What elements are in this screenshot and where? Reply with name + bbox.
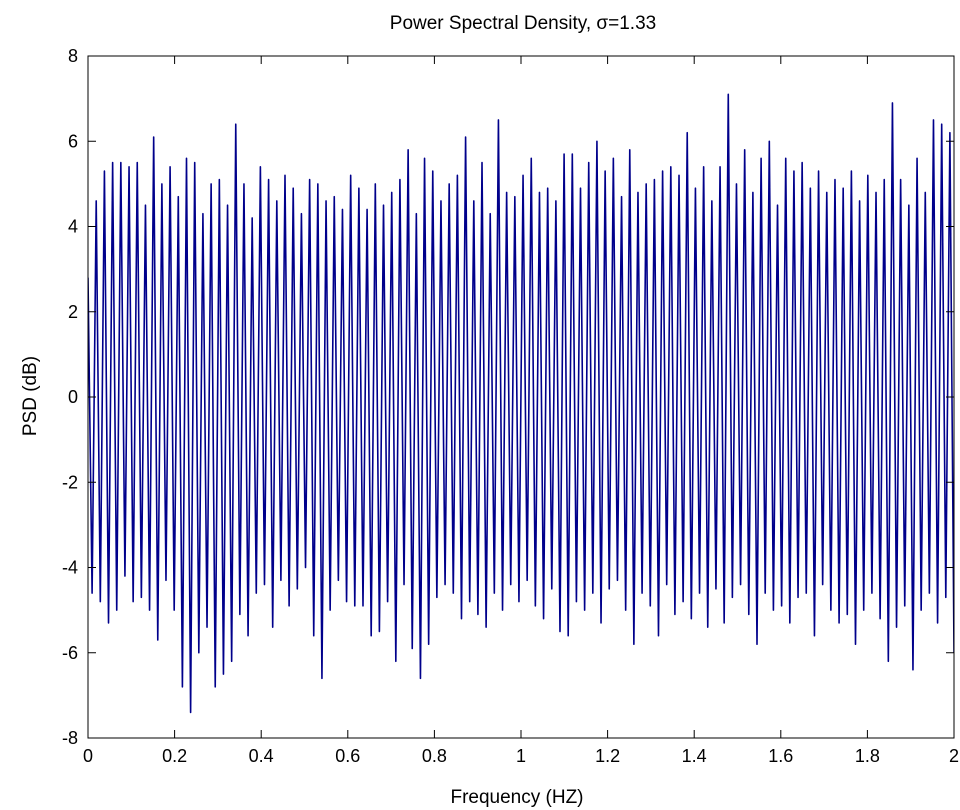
y-tick-label: 0 — [68, 387, 78, 407]
x-tick-label: 0.6 — [335, 746, 360, 766]
y-tick-label: -8 — [62, 728, 78, 748]
y-axis-label: PSD (dB) — [20, 356, 41, 436]
x-axis-label: Frequency (HZ) — [450, 787, 583, 808]
x-tick-label: 1.6 — [768, 746, 793, 766]
y-tick-label: 2 — [68, 302, 78, 322]
x-tick-label: 1.4 — [682, 746, 707, 766]
plot-area — [88, 93, 954, 714]
y-tick-label: 4 — [68, 217, 78, 237]
y-tick-label: -6 — [62, 643, 78, 663]
x-tick-label: 0.4 — [249, 746, 274, 766]
x-tick-label: 0.8 — [422, 746, 447, 766]
x-tick-label: 1.2 — [595, 746, 620, 766]
y-tick-label: -4 — [62, 558, 78, 578]
chart-title: Power Spectral Density, σ=1.33 — [390, 13, 656, 34]
psd-series-line — [88, 93, 954, 714]
x-tick-label: 1.8 — [855, 746, 880, 766]
y-tick-label: 8 — [68, 46, 78, 66]
y-tick-label: -2 — [62, 472, 78, 492]
y-tick-label: 6 — [68, 131, 78, 151]
x-tick-label: 2 — [949, 746, 959, 766]
x-tick-label: 1 — [516, 746, 526, 766]
ticks: 0 0.2 0.4 0.6 0.8 1 1.2 1.4 1.6 1.8 2 -8 -6 -4 -2 0 2 4 6 8 — [62, 46, 959, 766]
x-tick-label: 0.2 — [162, 746, 187, 766]
x-tick-label: 0 — [83, 746, 93, 766]
